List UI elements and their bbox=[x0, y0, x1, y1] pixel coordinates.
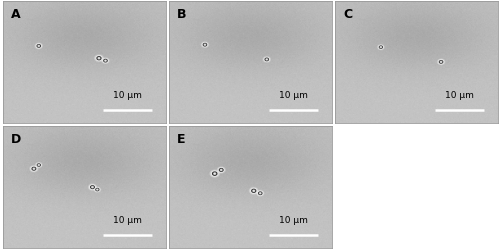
Circle shape bbox=[265, 59, 268, 62]
Circle shape bbox=[214, 173, 216, 175]
Circle shape bbox=[38, 46, 40, 47]
Circle shape bbox=[202, 43, 208, 48]
Circle shape bbox=[204, 44, 206, 47]
Circle shape bbox=[36, 163, 42, 168]
Circle shape bbox=[204, 45, 206, 46]
Circle shape bbox=[380, 47, 382, 49]
Circle shape bbox=[202, 44, 207, 47]
Circle shape bbox=[103, 60, 108, 63]
Circle shape bbox=[102, 59, 109, 64]
Circle shape bbox=[212, 172, 217, 176]
Circle shape bbox=[92, 187, 94, 188]
Circle shape bbox=[96, 189, 99, 191]
Text: D: D bbox=[11, 132, 22, 145]
Circle shape bbox=[218, 167, 225, 173]
Circle shape bbox=[440, 62, 442, 64]
Circle shape bbox=[263, 58, 270, 63]
Circle shape bbox=[95, 188, 100, 192]
Circle shape bbox=[253, 190, 254, 192]
Circle shape bbox=[210, 170, 220, 177]
Circle shape bbox=[260, 193, 261, 194]
Circle shape bbox=[90, 185, 95, 190]
Circle shape bbox=[252, 190, 256, 192]
Circle shape bbox=[38, 165, 40, 166]
Text: 10 μm: 10 μm bbox=[446, 90, 474, 99]
Text: A: A bbox=[11, 8, 21, 20]
Circle shape bbox=[212, 172, 218, 176]
Text: 10 μm: 10 μm bbox=[113, 90, 142, 99]
Circle shape bbox=[37, 46, 40, 48]
Circle shape bbox=[36, 45, 41, 48]
Circle shape bbox=[256, 191, 264, 196]
Text: E: E bbox=[178, 132, 186, 145]
Circle shape bbox=[378, 46, 383, 50]
Circle shape bbox=[220, 169, 223, 172]
Circle shape bbox=[218, 168, 224, 172]
Circle shape bbox=[88, 184, 96, 190]
Circle shape bbox=[31, 167, 36, 171]
Circle shape bbox=[266, 60, 268, 61]
Circle shape bbox=[97, 58, 101, 60]
Circle shape bbox=[35, 44, 42, 50]
Circle shape bbox=[250, 188, 258, 194]
Circle shape bbox=[440, 62, 442, 63]
Circle shape bbox=[378, 46, 384, 51]
Circle shape bbox=[33, 168, 34, 170]
Circle shape bbox=[30, 166, 38, 172]
Text: B: B bbox=[178, 8, 187, 20]
Circle shape bbox=[94, 56, 104, 62]
Circle shape bbox=[220, 170, 222, 171]
Circle shape bbox=[94, 188, 100, 192]
Circle shape bbox=[258, 192, 262, 195]
Circle shape bbox=[438, 60, 444, 65]
Text: 10 μm: 10 μm bbox=[279, 215, 308, 224]
Circle shape bbox=[98, 58, 100, 59]
Text: 10 μm: 10 μm bbox=[113, 215, 142, 224]
Circle shape bbox=[251, 189, 256, 193]
Circle shape bbox=[96, 189, 98, 190]
Circle shape bbox=[36, 164, 41, 167]
Circle shape bbox=[38, 164, 40, 166]
Circle shape bbox=[264, 58, 269, 62]
Circle shape bbox=[90, 186, 94, 189]
Circle shape bbox=[96, 57, 102, 61]
Text: 10 μm: 10 μm bbox=[279, 90, 308, 99]
Circle shape bbox=[258, 192, 262, 195]
Text: C: C bbox=[344, 8, 352, 20]
Circle shape bbox=[104, 60, 107, 63]
Circle shape bbox=[32, 168, 35, 170]
Circle shape bbox=[104, 61, 106, 62]
Circle shape bbox=[438, 61, 444, 64]
